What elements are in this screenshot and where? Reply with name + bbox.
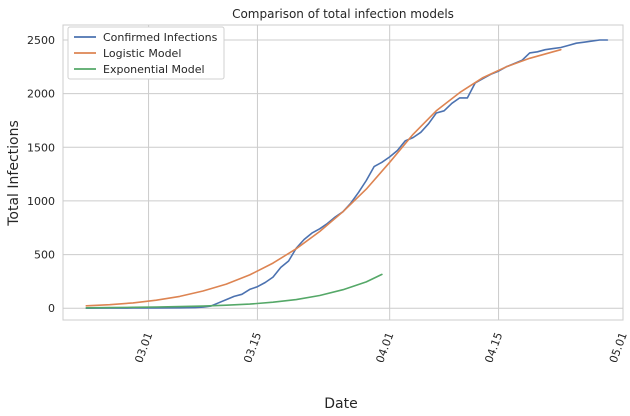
series-line-3 <box>85 273 383 309</box>
x-tick-labels: 03.01 03.15 04.01 04.15 05.01 <box>132 331 629 365</box>
x-axis-label: Date <box>324 396 357 412</box>
plot-frame <box>62 24 624 321</box>
series-line-2 <box>85 48 562 307</box>
y-tick-label: 500 <box>34 249 55 262</box>
series-line-1 <box>85 39 609 310</box>
legend: Confirmed Infections Logistic Model Expone… <box>67 26 225 80</box>
y-tick-label: 2000 <box>27 88 55 101</box>
y-tick-label: 0 <box>48 302 55 315</box>
x-tick-label: 03.15 <box>241 331 264 365</box>
x-tick-label: 05.01 <box>607 331 630 365</box>
y-tick-labels: 0 500 1000 1500 2000 2500 <box>27 34 55 315</box>
y-axis-label: Total Infections <box>6 120 22 227</box>
y-tick-label: 1500 <box>27 141 55 154</box>
legend-box <box>67 26 225 80</box>
legend-label: Logistic Model <box>103 47 181 60</box>
legend-label: Confirmed Infections <box>103 31 218 44</box>
series-layer <box>85 39 609 310</box>
x-tick-label: 03.01 <box>132 331 155 365</box>
x-tick-label: 04.01 <box>373 331 396 365</box>
x-tick-label: 04.15 <box>482 331 505 365</box>
y-tick-label: 1000 <box>27 195 55 208</box>
chart-title: Comparison of total infection models <box>232 7 454 21</box>
y-tick-label: 2500 <box>27 34 55 47</box>
legend-label: Exponential Model <box>103 63 205 76</box>
